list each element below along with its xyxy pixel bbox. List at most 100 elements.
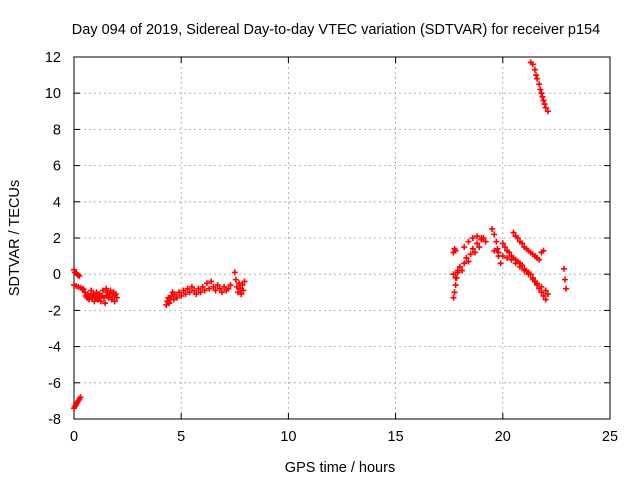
data-point xyxy=(531,66,538,73)
data-point xyxy=(491,247,498,254)
data-point xyxy=(469,245,476,252)
data-point xyxy=(510,229,517,236)
y-tick-label: -8 xyxy=(48,412,61,428)
x-axis-label: GPS time / hours xyxy=(285,460,395,476)
data-point xyxy=(463,254,470,261)
data-point xyxy=(540,247,547,254)
data-point xyxy=(539,93,546,100)
data-point xyxy=(103,285,110,292)
x-tick-label: 15 xyxy=(388,429,404,445)
data-point xyxy=(163,301,170,308)
data-point xyxy=(105,294,112,301)
y-tick-label: 2 xyxy=(53,231,61,247)
grid xyxy=(74,57,610,419)
data-point xyxy=(218,289,225,296)
data-point xyxy=(106,291,113,298)
data-point xyxy=(506,249,513,256)
data-point xyxy=(560,265,567,272)
data-point xyxy=(241,278,248,285)
data-point xyxy=(173,294,180,301)
data-point xyxy=(95,294,102,301)
data-point xyxy=(203,280,210,287)
data-point xyxy=(214,282,221,289)
data-point xyxy=(171,291,178,298)
data-point xyxy=(184,285,191,292)
data-point xyxy=(208,278,215,285)
data-point xyxy=(113,294,120,301)
data-point xyxy=(561,276,568,283)
data-point xyxy=(188,283,195,290)
data-point xyxy=(199,283,206,290)
data-point xyxy=(240,287,247,294)
data-point xyxy=(99,287,106,294)
data-point xyxy=(493,238,500,245)
data-point xyxy=(452,274,459,281)
data-point xyxy=(544,108,551,115)
data-point xyxy=(227,282,234,289)
data-point xyxy=(182,291,189,298)
data-point xyxy=(540,97,547,104)
data-point xyxy=(450,271,457,278)
data-point xyxy=(465,258,472,265)
data-point xyxy=(88,287,95,294)
data-point xyxy=(501,244,508,251)
data-point xyxy=(221,283,228,290)
data-point xyxy=(75,272,82,279)
data-point xyxy=(206,285,213,292)
data-point xyxy=(541,101,548,108)
data-point xyxy=(197,289,204,296)
data-point xyxy=(474,240,481,247)
data-point xyxy=(170,296,177,303)
data-point xyxy=(238,291,245,298)
data-point xyxy=(529,61,536,68)
data-point xyxy=(529,276,536,283)
x-tick-labels: 0 5 10 15 20 25 xyxy=(70,429,618,445)
x-tick-label: 25 xyxy=(602,429,618,445)
data-point xyxy=(193,291,200,298)
data-point xyxy=(540,292,547,299)
y-tick-label: 12 xyxy=(45,50,61,66)
y-axis-label: SDTVAR / TECUs xyxy=(7,180,23,296)
y-tick-label: -2 xyxy=(48,303,61,319)
data-point xyxy=(178,292,185,299)
data-point xyxy=(495,249,502,256)
data-point xyxy=(519,240,526,247)
data-point xyxy=(92,292,99,299)
data-point xyxy=(542,287,549,294)
data-point xyxy=(86,296,93,303)
data-point xyxy=(186,289,193,296)
data-point xyxy=(497,260,504,267)
y-tick-label: 8 xyxy=(53,122,61,138)
data-point xyxy=(542,296,549,303)
data-point xyxy=(180,287,187,294)
data-point xyxy=(489,225,496,232)
data-point xyxy=(563,285,570,292)
data-point xyxy=(102,300,109,307)
data-point xyxy=(536,81,543,88)
data-point xyxy=(538,283,545,290)
data-point xyxy=(191,287,198,294)
data-point xyxy=(534,280,541,287)
data-point xyxy=(494,245,501,252)
data-point xyxy=(210,283,217,290)
x-tick-label: 20 xyxy=(495,429,511,445)
x-tick-label: 0 xyxy=(70,429,78,445)
data-point xyxy=(521,267,528,274)
data-point xyxy=(79,285,86,292)
data-point xyxy=(81,289,88,296)
data-point xyxy=(107,287,114,294)
data-point xyxy=(536,256,543,263)
data-point xyxy=(168,292,175,299)
data-point xyxy=(237,285,244,292)
y-tick-label: 4 xyxy=(53,195,61,211)
data-point xyxy=(97,298,104,305)
y-tick-label: -4 xyxy=(48,340,61,356)
data-point xyxy=(452,282,459,289)
data-point xyxy=(469,235,476,241)
data-point xyxy=(476,244,483,251)
data-point xyxy=(508,256,515,263)
data-point xyxy=(544,291,551,298)
data-point xyxy=(478,235,485,241)
data-point xyxy=(235,289,242,296)
